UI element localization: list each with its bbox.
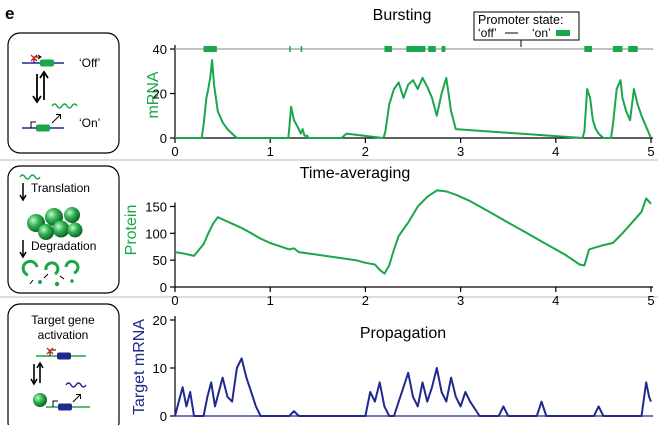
promoter-on-segment	[428, 46, 436, 52]
bursting-x-tick-label: 4	[552, 144, 559, 159]
time-averaging-x-tick-label: 0	[171, 293, 178, 308]
propagation-y-tick-label: 0	[160, 409, 167, 424]
translation-label: Translation	[31, 181, 90, 195]
promoter-on-segment	[441, 46, 446, 52]
side-panel-promoter: ‘Off’ ‘On’	[7, 32, 120, 154]
propagation-y-axis-label: Target mRNA	[131, 319, 148, 415]
bursting-series-line	[175, 59, 652, 139]
degraded-protein-icon	[21, 259, 80, 287]
promoter-on-icon	[22, 114, 64, 132]
bursting-y-tick-label: 20	[153, 87, 167, 102]
time-averaging-plot: Time-averaging Protein 0 50 100 150 0 1 2 3 4 5	[123, 165, 655, 308]
promoter-on-segment	[584, 46, 592, 52]
panel-letter: e	[5, 4, 14, 23]
switch-arrows-icon	[32, 70, 49, 104]
time-averaging-x-tick-label: 2	[362, 293, 369, 308]
time-averaging-y-tick-label: 150	[145, 199, 167, 214]
protein-cluster-icon	[27, 207, 83, 240]
bursting-series	[175, 59, 652, 139]
mrna-wave-icon	[51, 103, 78, 109]
time-averaging-axes: 0 50 100 150 0 1 2 3 4 5	[145, 199, 654, 308]
propagation-y-tick-label: 20	[153, 313, 167, 328]
side-panel-frame	[7, 32, 120, 154]
time-averaging-series	[174, 189, 652, 275]
target-activation-label-line1: Target gene	[31, 313, 95, 327]
legend-title: Promoter state:	[478, 13, 563, 27]
legend-on-label: ‘on’	[532, 26, 551, 40]
time-averaging-y-tick-label: 100	[145, 226, 167, 241]
time-averaging-series-line	[174, 189, 652, 275]
time-averaging-title: Time-averaging	[300, 165, 411, 182]
time-averaging-x-tick-label: 4	[552, 293, 559, 308]
switch-arrows-icon	[30, 361, 44, 386]
legend-off-label: ‘off’	[478, 26, 497, 40]
time-averaging-x-tick-label: 3	[457, 293, 464, 308]
time-averaging-y-axis-label: Protein	[123, 205, 140, 256]
target-activation-label-line2: activation	[38, 328, 89, 342]
side-panel-frame	[7, 165, 120, 294]
promoter-on-segment	[300, 46, 303, 52]
bursting-x-tick-label: 1	[267, 144, 274, 159]
promoter-state-track	[175, 46, 653, 52]
promoter-off-icon	[22, 54, 64, 67]
time-averaging-x-tick-label: 5	[647, 293, 654, 308]
promoter-legend: Promoter state: ‘off’ ‘on’	[473, 11, 580, 47]
time-averaging-x-tick-label: 1	[267, 293, 274, 308]
propagation-y-tick-label: 10	[153, 361, 167, 376]
promoter-on-segment	[406, 46, 426, 52]
propagation-series	[174, 357, 652, 417]
bursting-title: Bursting	[373, 7, 432, 24]
side-panel-frame	[7, 303, 120, 425]
bursting-y-tick-label: 40	[153, 42, 167, 57]
promoter-on-segment	[612, 46, 623, 52]
target-on-icon	[33, 393, 90, 411]
degradation-label: Degradation	[31, 239, 96, 253]
propagation-plot: Propagation Target mRNA 0 10 20	[131, 313, 653, 424]
target-mrna-wave-icon	[65, 382, 87, 388]
time-averaging-y-tick-label: 0	[160, 280, 167, 295]
promoter-on-segment	[203, 46, 217, 52]
bursting-x-tick-label: 0	[171, 144, 178, 159]
promoter-on-segment	[384, 46, 393, 52]
propagation-series-line	[174, 357, 652, 417]
propagation-title: Propagation	[360, 325, 446, 342]
promoter-on-segment	[289, 46, 291, 52]
down-arrow-icon	[19, 183, 27, 202]
bursting-y-tick-label: 0	[160, 131, 167, 146]
mrna-wave-icon	[19, 174, 41, 180]
target-off-icon	[36, 347, 86, 360]
side-panel-target: Target gene activation	[7, 303, 120, 425]
bursting-x-tick-label: 3	[457, 144, 464, 159]
time-averaging-y-tick-label: 50	[153, 253, 167, 268]
bursting-plot: Bursting mRNA 0 20 40 0 1 2 3 4 5	[145, 7, 655, 159]
promoter-on-segment	[628, 46, 638, 52]
bursting-y-axis-label: mRNA	[145, 71, 162, 118]
bursting-x-tick-label: 5	[647, 144, 654, 159]
down-arrow-icon	[19, 240, 27, 259]
side-panel-protein: Translation Degradation	[7, 165, 120, 294]
bursting-axes: 0 20 40 0 1 2 3 4 5	[153, 42, 655, 159]
on-state-label: ‘On’	[79, 116, 100, 130]
off-state-label: ‘Off’	[79, 56, 100, 70]
legend-on-swatch	[556, 30, 570, 36]
bursting-x-tick-label: 2	[362, 144, 369, 159]
